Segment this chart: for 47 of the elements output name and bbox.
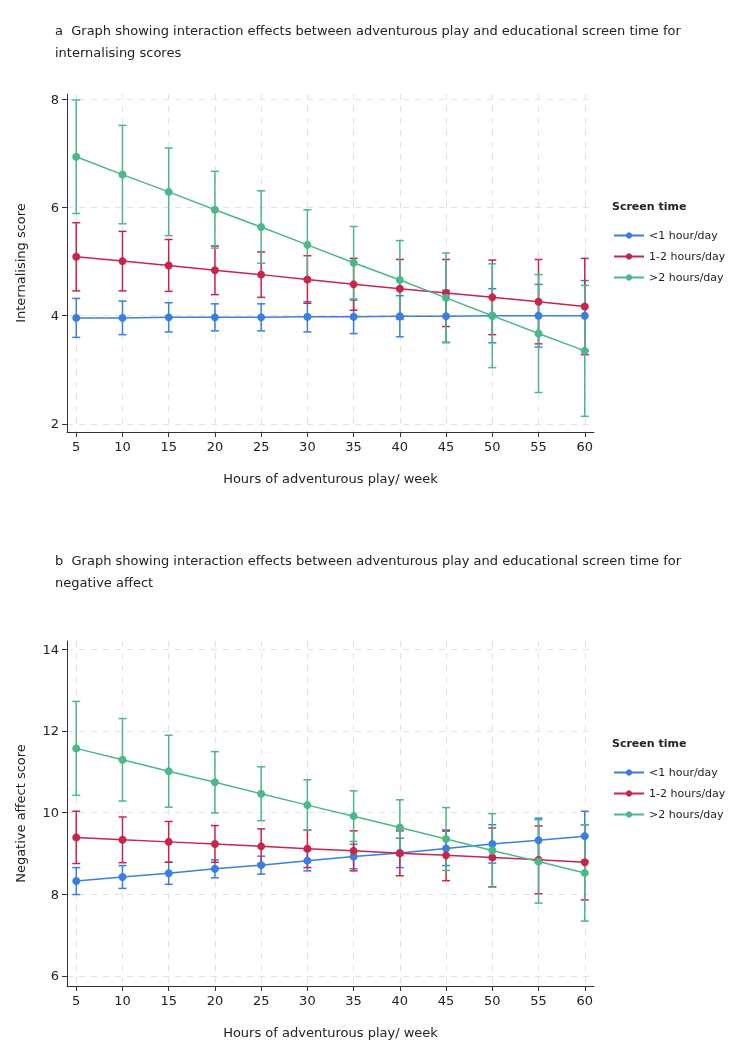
y-tick-label: 12 [42, 723, 59, 739]
legend-label: 1-2 hours/day [649, 250, 726, 263]
x-tick-label: 35 [345, 993, 362, 1008]
x-tick-label: 50 [484, 439, 501, 454]
x-tick-label: 30 [299, 439, 316, 454]
legend-title: Screen time [612, 737, 687, 750]
legend-label: >2 hours/day [649, 271, 725, 284]
y-tick-label: 4 [50, 308, 59, 324]
y-tick-label: 8 [50, 886, 59, 902]
x-tick-label: 20 [206, 993, 224, 1008]
x-tick-label: 55 [530, 439, 547, 454]
y-tick-label: 2 [50, 416, 59, 432]
x-tick-label: 45 [437, 439, 455, 454]
x-tick-label: 25 [252, 993, 270, 1008]
x-tick-label: 35 [345, 439, 362, 454]
y-tick-label: 8 [50, 91, 59, 107]
y-tick-label: 14 [42, 641, 59, 657]
x-tick-label: 30 [299, 993, 316, 1008]
x-tick-label: 10 [114, 993, 131, 1008]
legend-label: 1-2 hours/day [649, 787, 726, 800]
x-tick-label: 40 [391, 993, 409, 1008]
x-tick-label: 40 [391, 439, 409, 454]
x-tick-label: 25 [252, 439, 270, 454]
legend-label: <1 hour/day [649, 766, 719, 779]
y-tick-label: 6 [50, 968, 59, 984]
x-axis-title: Hours of adventurous play/ week [223, 1025, 439, 1040]
x-tick-label: 60 [576, 993, 594, 1008]
y-axis-title: Negative affect score [13, 744, 28, 883]
x-tick-label: 20 [206, 439, 224, 454]
chart-title: b Graph showing interaction effects between adventurous play and educational screen time for negative affect [55, 552, 686, 590]
x-tick-label: 60 [576, 439, 594, 454]
x-tick-label: 5 [72, 439, 81, 454]
y-tick-label: 6 [50, 200, 59, 216]
x-tick-label: 50 [484, 993, 501, 1008]
x-tick-label: 10 [114, 439, 131, 454]
x-axis-title: Hours of adventurous play/ week [223, 471, 439, 486]
y-tick-label: 10 [42, 804, 59, 820]
x-tick-label: 45 [437, 993, 455, 1008]
x-tick-label: 15 [160, 439, 177, 454]
legend-label: >2 hours/day [649, 808, 725, 821]
legend-label: <1 hour/day [649, 229, 719, 242]
x-tick-label: 55 [530, 993, 547, 1008]
x-tick-label: 5 [72, 993, 81, 1008]
chart-title: a Graph showing interaction effects between adventurous play and educational screen time for internalising scores [55, 22, 685, 60]
x-tick-label: 15 [160, 993, 177, 1008]
y-axis-title: Internalising score [13, 203, 28, 323]
legend-title: Screen time [612, 200, 687, 213]
